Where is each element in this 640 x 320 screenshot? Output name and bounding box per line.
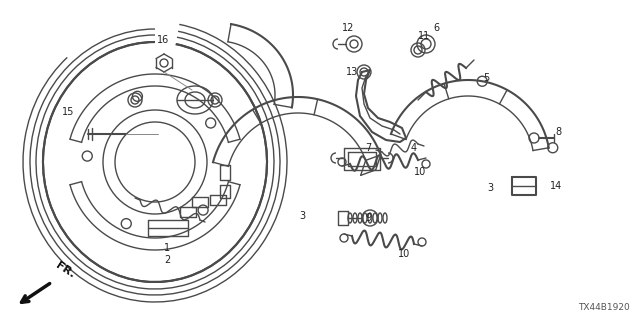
Text: 16: 16 [157, 35, 169, 45]
Text: FR.: FR. [54, 260, 77, 280]
Text: 3: 3 [299, 211, 305, 221]
Text: 15: 15 [62, 107, 74, 117]
Text: 8: 8 [555, 127, 561, 137]
Text: TX44B1920: TX44B1920 [579, 303, 630, 312]
Text: 4: 4 [411, 143, 417, 153]
Text: 7: 7 [365, 143, 371, 153]
Text: 6: 6 [433, 23, 439, 33]
Text: 3: 3 [487, 183, 493, 193]
Text: 10: 10 [414, 167, 426, 177]
Text: 13: 13 [346, 67, 358, 77]
Text: 1: 1 [164, 243, 170, 253]
Text: 12: 12 [342, 23, 354, 33]
Text: 9: 9 [365, 213, 371, 223]
Text: 14: 14 [550, 181, 562, 191]
Text: 2: 2 [164, 255, 170, 265]
Text: 11: 11 [418, 31, 430, 41]
Text: 5: 5 [483, 73, 489, 83]
Text: 10: 10 [398, 249, 410, 259]
